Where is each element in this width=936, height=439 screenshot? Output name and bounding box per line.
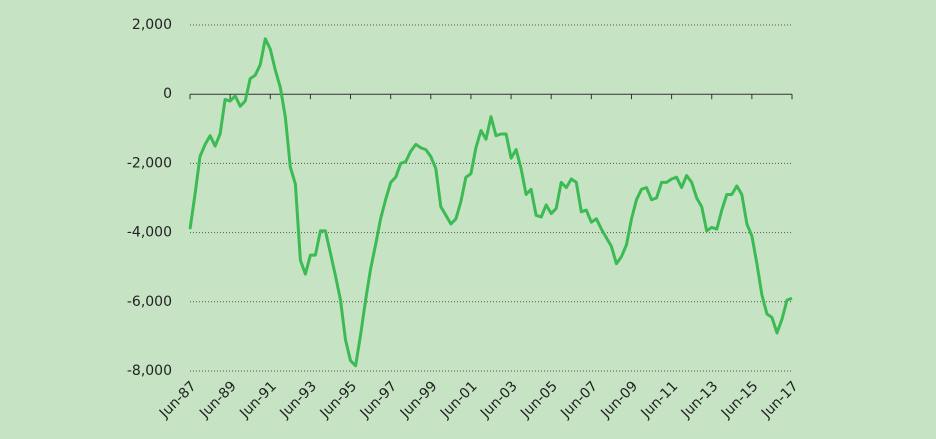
y-tick-label: 0 [163,86,172,102]
x-tick-label: Jun-11 [638,378,682,422]
x-tick-label: Jun-95 [317,378,361,422]
x-tick-label: Jun-89 [196,378,240,422]
x-tick-label: Jun-99 [397,378,441,422]
x-tick-label: Jun-01 [437,378,481,422]
y-tick-label: -6,000 [127,294,172,310]
x-tick-label: Jun-07 [557,378,601,422]
x-tick-label: Jun-97 [357,378,401,422]
y-tick-label: -2,000 [127,155,172,171]
x-tick-label: Jun-93 [276,378,320,422]
y-tick-label: -4,000 [127,225,172,241]
x-tick-label: Jun-17 [758,378,802,422]
x-tick-label: Jun-09 [597,378,641,422]
x-tick-label: Jun-03 [477,378,521,422]
y-tick-label: -8,000 [127,363,172,379]
x-tick-label: Jun-05 [517,378,561,422]
x-tick-label: Jun-13 [678,378,722,422]
x-tick-label: Jun-91 [236,378,280,422]
y-tick-label: 2,000 [132,17,172,33]
x-tick-label: Jun-15 [718,378,762,422]
data-line [188,37,793,368]
x-tick-label: Jun-87 [156,378,200,422]
